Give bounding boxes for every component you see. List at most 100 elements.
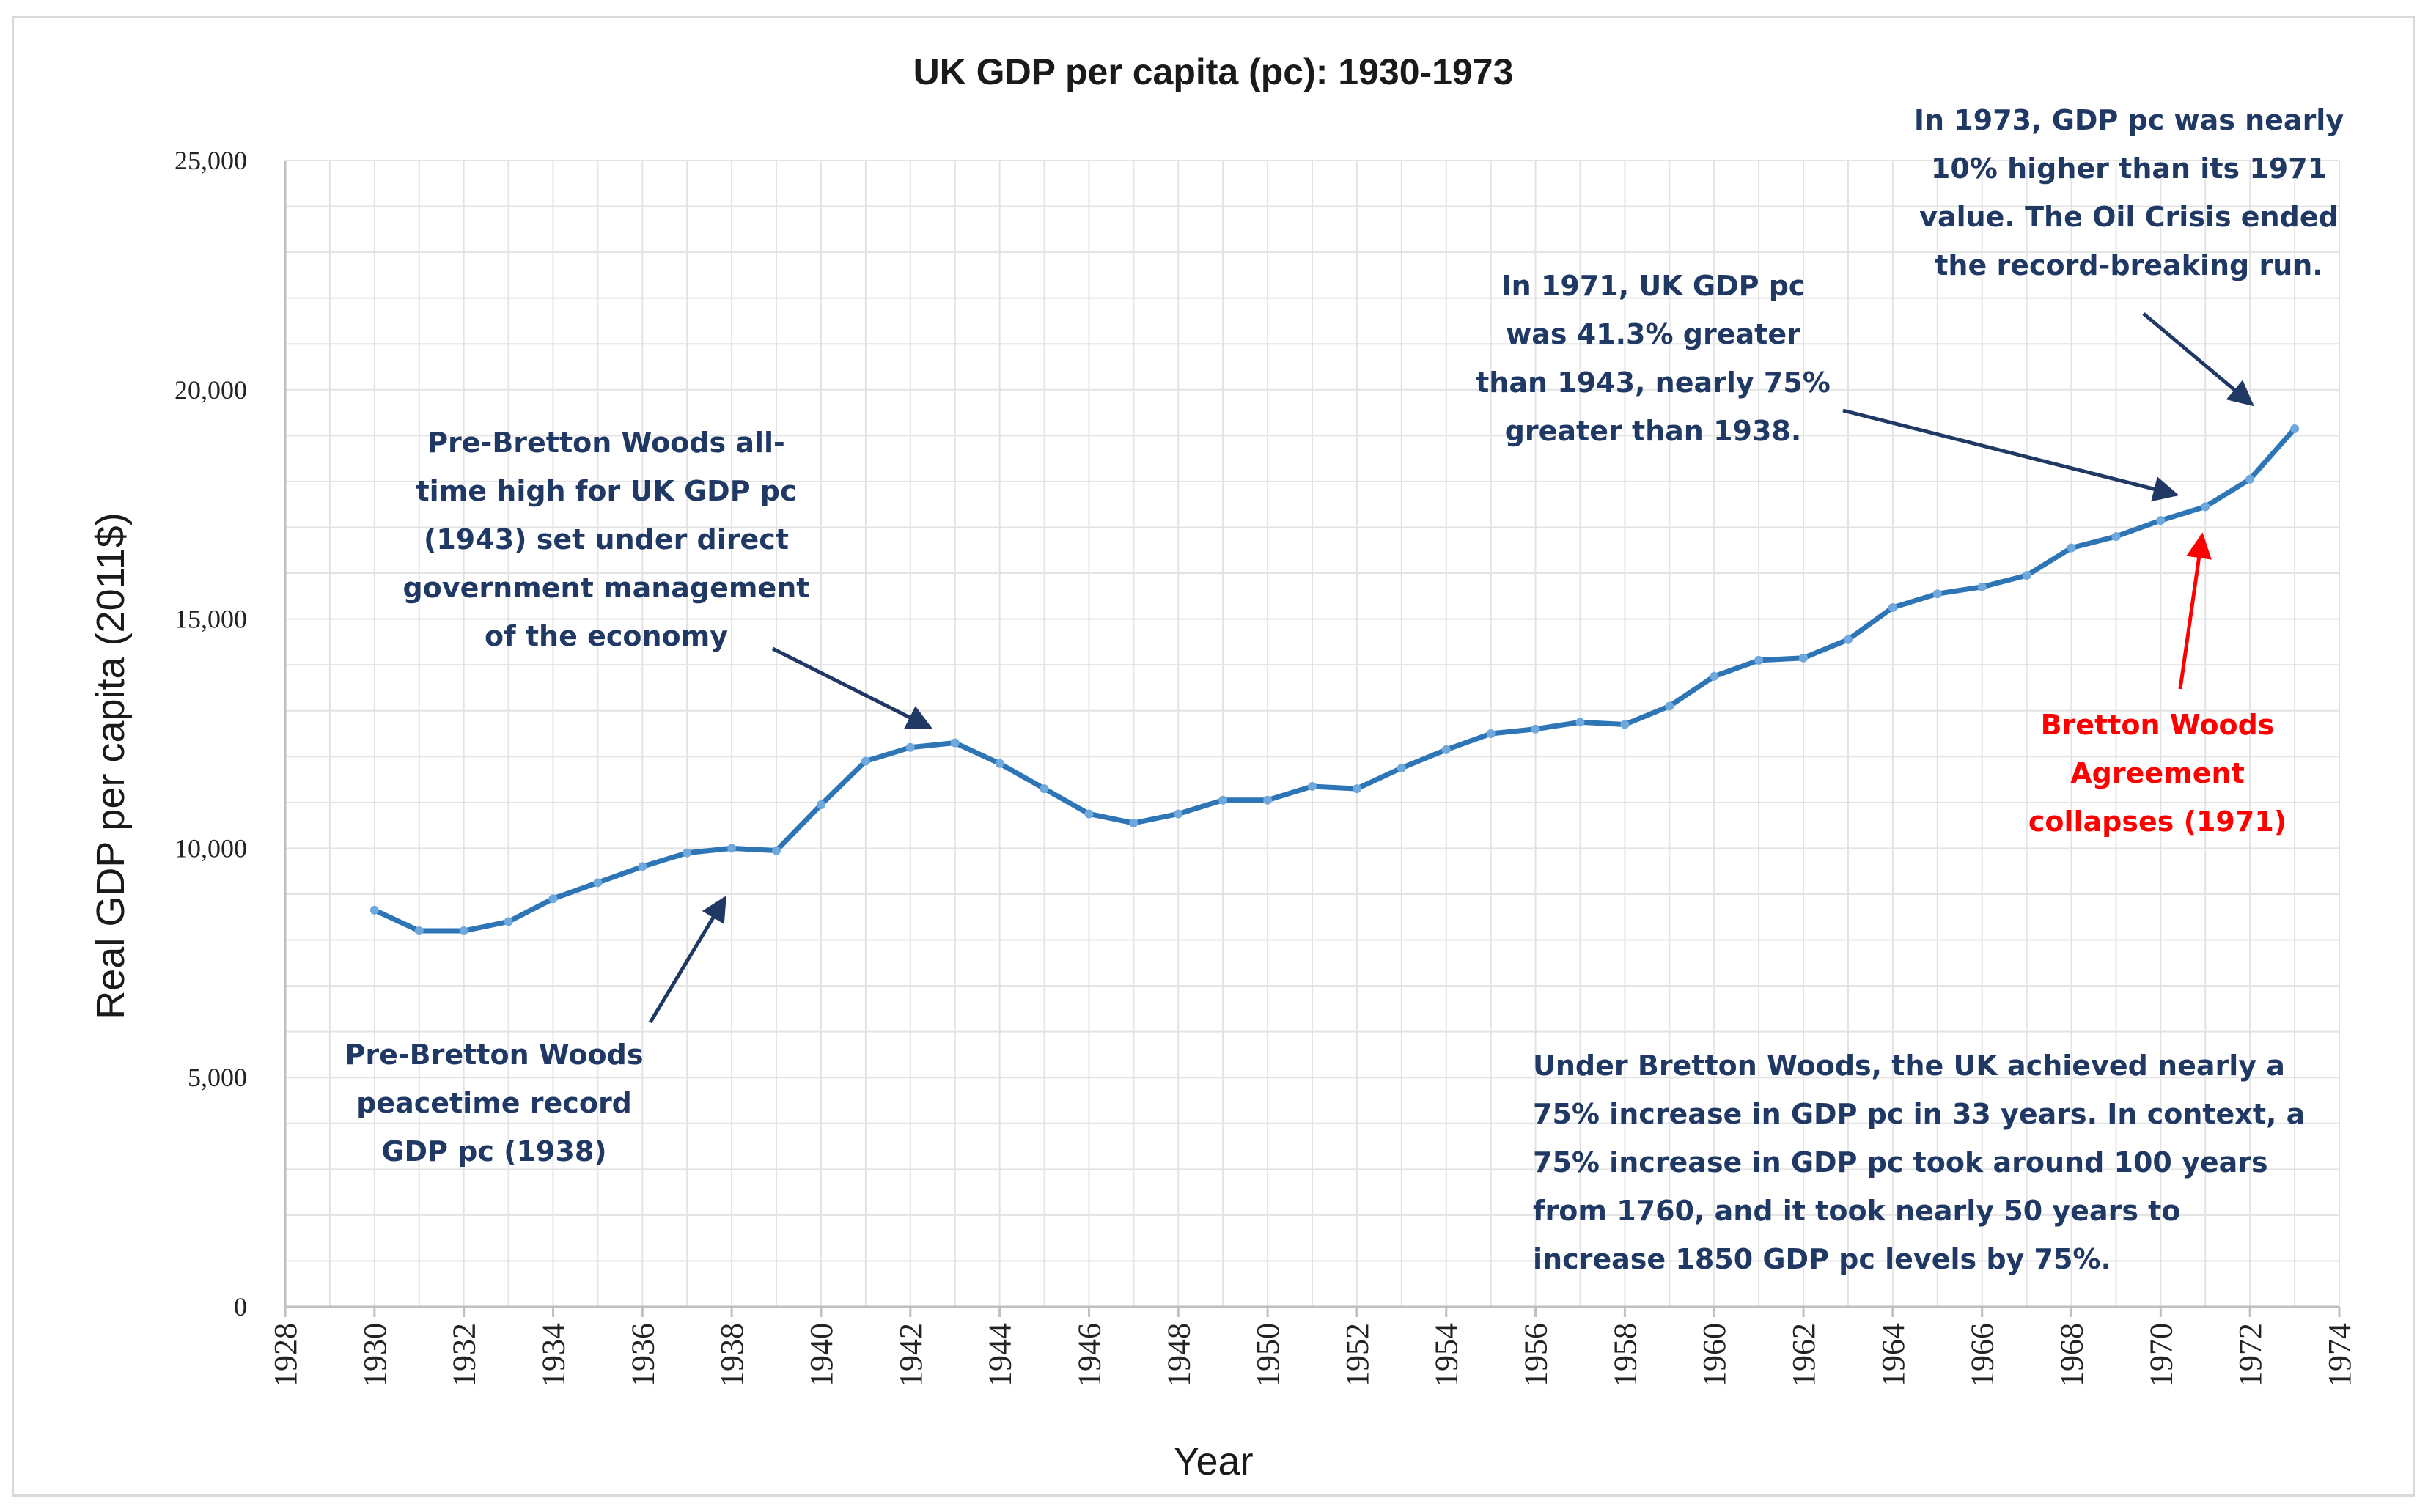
annotation-uk-1971: In 1971, UK GDP pc was 41.3% greater tha… xyxy=(1476,270,1831,447)
annotation-line: Agreement xyxy=(2070,757,2244,789)
x-tick-label: 1972 xyxy=(2232,1323,2268,1387)
x-tick-label: 1946 xyxy=(1071,1323,1107,1387)
annotation-line: Bretton Woods xyxy=(2041,709,2275,741)
annotation-line: the record-breaking run. xyxy=(1935,249,2323,281)
data-point xyxy=(1486,729,1496,738)
annotation-line: Pre-Bretton Woods xyxy=(345,1039,644,1071)
data-point xyxy=(1129,818,1138,827)
data-point xyxy=(2067,543,2076,553)
data-point xyxy=(1665,701,1674,711)
arrow-1973-peak xyxy=(2142,312,2254,407)
y-tick-label: 20,000 xyxy=(174,375,247,405)
x-tick-label: 1942 xyxy=(893,1323,929,1387)
series-line xyxy=(373,427,2297,934)
data-point xyxy=(1754,655,1764,665)
y-tick-label: 25,000 xyxy=(174,146,247,175)
annotation-line: than 1943, nearly 75% xyxy=(1476,366,1831,399)
data-point xyxy=(1843,635,1853,644)
arrow-1971-growth xyxy=(1842,408,2179,502)
arrow-1938-record xyxy=(648,895,727,1024)
data-point xyxy=(1263,795,1273,805)
series-gdp-per-capita xyxy=(369,424,2300,936)
y-tick-label: 5,000 xyxy=(188,1063,247,1092)
annotation-line: government management xyxy=(403,572,810,604)
x-tick-label: 1964 xyxy=(1875,1323,1911,1387)
data-point xyxy=(593,878,603,888)
data-point xyxy=(683,848,692,858)
x-tick-label: 1966 xyxy=(1965,1323,2001,1387)
x-tick-label: 1952 xyxy=(1339,1323,1375,1387)
annotation-line: Under Bretton Woods, the UK achieved nea… xyxy=(1533,1050,2285,1082)
data-point xyxy=(1441,745,1451,754)
annotation-line: greater than 1938. xyxy=(1505,415,1802,447)
x-tick-label: 1948 xyxy=(1160,1323,1196,1387)
y-tick-label: 10,000 xyxy=(174,833,247,863)
data-point xyxy=(1531,724,1540,734)
y-tick-label: 15,000 xyxy=(174,605,247,634)
data-point xyxy=(1084,809,1094,819)
data-point xyxy=(995,759,1004,768)
annotation-pre-bw-alltime: Pre-Bretton Woods all- time high for UK … xyxy=(403,427,810,652)
data-point xyxy=(2290,424,2300,433)
data-point xyxy=(1620,720,1630,729)
annotation-line: (1943) set under direct xyxy=(424,523,789,556)
gridlines xyxy=(285,160,2340,1307)
data-point xyxy=(905,742,915,752)
x-tick-label: 1960 xyxy=(1696,1323,1732,1387)
data-point xyxy=(1710,671,1719,681)
data-point xyxy=(1888,602,1897,612)
data-point xyxy=(1174,809,1183,819)
data-point xyxy=(2156,516,2166,525)
annotation-line: In 1973, GDP pc was nearly xyxy=(1914,104,2344,136)
x-tick-label: 1940 xyxy=(803,1323,839,1387)
annotation-uk-1973: In 1973, GDP pc was nearly 10% higher th… xyxy=(1914,104,2344,281)
annotation-line: peacetime record xyxy=(356,1087,632,1119)
arrow-bw-collapse xyxy=(2178,532,2212,690)
data-point xyxy=(1397,763,1406,772)
annotation-line: 75% increase in GDP pc in 33 years. In c… xyxy=(1533,1098,2305,1130)
annotation-line: GDP pc (1938) xyxy=(381,1135,606,1168)
annotation-line: increase 1850 GDP pc levels by 75%. xyxy=(1533,1243,2111,1275)
x-tick-labels: 1928 1930 1932 1934 1936 1938 1940 1942 1944 1946… xyxy=(268,1323,2358,1387)
data-point xyxy=(772,846,781,855)
data-point xyxy=(2245,474,2255,484)
gdp-line-chart: UK GDP per capita (pc): 1930-1973 0 5,000… xyxy=(89,51,2358,1483)
data-point xyxy=(950,738,960,748)
x-tick-label: 1944 xyxy=(982,1323,1018,1387)
annotation-bw-summary: Under Bretton Woods, the UK achieved nea… xyxy=(1533,1050,2305,1275)
x-tick-label: 1932 xyxy=(446,1323,482,1387)
annotation-line: 75% increase in GDP pc took around 100 y… xyxy=(1533,1146,2268,1179)
data-point xyxy=(1932,589,1942,599)
x-tick-label: 1968 xyxy=(2054,1323,2090,1387)
annotation-line: value. The Oil Crisis ended xyxy=(1919,201,2339,233)
x-tick-label: 1936 xyxy=(625,1323,661,1387)
x-tick-label: 1938 xyxy=(714,1323,750,1387)
annotation-line: was 41.3% greater xyxy=(1506,318,1800,350)
data-point xyxy=(548,894,558,904)
chart-title: UK GDP per capita (pc): 1930-1973 xyxy=(913,51,1514,92)
annotation-bw-collapse: Bretton Woods Agreement collapses (1971) xyxy=(2028,709,2287,838)
data-point xyxy=(1352,784,1361,794)
data-point xyxy=(1799,653,1809,663)
data-point xyxy=(414,926,424,936)
x-tick-label: 1928 xyxy=(268,1323,304,1387)
annotation-line: In 1971, UK GDP pc xyxy=(1501,270,1806,302)
data-point xyxy=(816,800,825,809)
x-tick-label: 1974 xyxy=(2322,1323,2358,1387)
y-tick-labels: 0 5,000 10,000 15,000 20,000 25,000 xyxy=(174,146,247,1321)
data-point xyxy=(2111,531,2121,541)
annotation-line: of the economy xyxy=(485,620,728,652)
data-point xyxy=(1977,582,1987,591)
annotation-line: collapses (1971) xyxy=(2028,805,2287,838)
data-point xyxy=(1218,795,1228,805)
data-point xyxy=(504,917,513,926)
x-tick-label: 1930 xyxy=(357,1323,393,1387)
x-tick-label: 1962 xyxy=(1786,1323,1822,1387)
annotation-line: from 1760, and it took nearly 50 years t… xyxy=(1533,1195,2180,1227)
data-point xyxy=(2201,502,2210,512)
data-point xyxy=(1575,718,1585,727)
data-point xyxy=(727,844,737,853)
data-point xyxy=(369,905,379,915)
annotation-line: time high for UK GDP pc xyxy=(416,475,796,507)
annotation-line: 10% higher than its 1971 xyxy=(1931,152,2327,185)
